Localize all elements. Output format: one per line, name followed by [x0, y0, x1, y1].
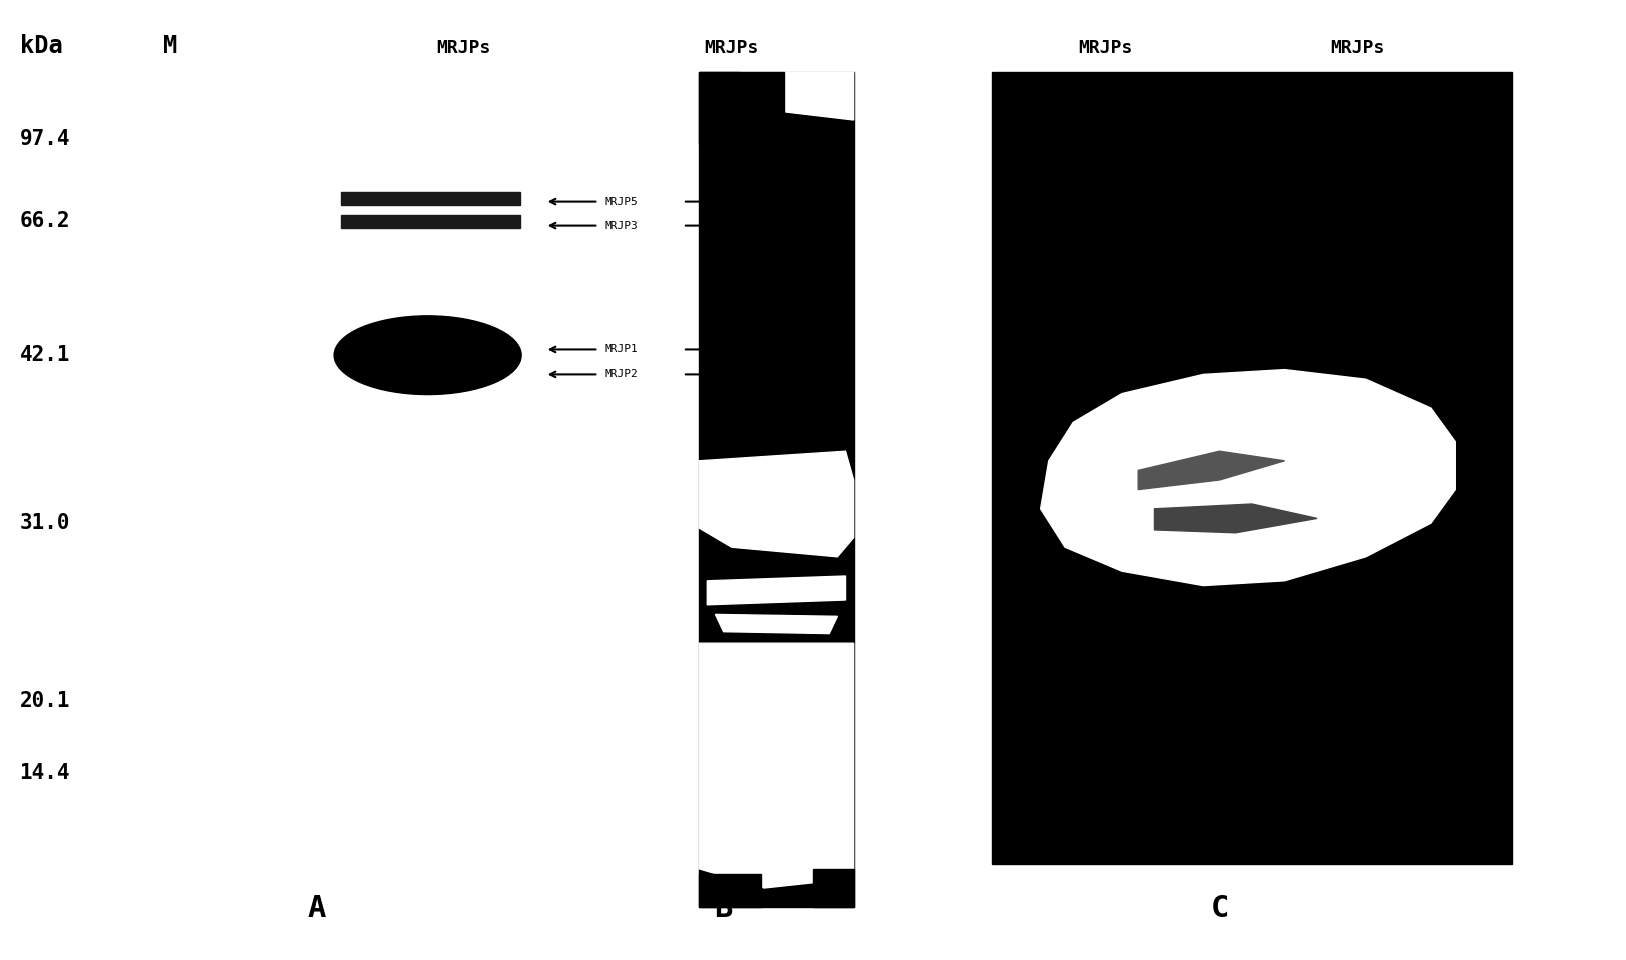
- Text: MRJP3: MRJP3: [605, 221, 639, 230]
- Text: 97.4: 97.4: [20, 130, 70, 149]
- Polygon shape: [699, 643, 854, 888]
- Text: MRJPs: MRJPs: [1078, 38, 1133, 57]
- Text: 31.0: 31.0: [20, 514, 70, 533]
- Text: kDa: kDa: [20, 34, 62, 58]
- Text: MRJP1: MRJP1: [605, 345, 639, 354]
- Polygon shape: [707, 576, 846, 605]
- FancyBboxPatch shape: [813, 869, 854, 907]
- Text: MRJP1: MRJP1: [1000, 274, 1034, 283]
- Text: 20.1: 20.1: [20, 691, 70, 710]
- Text: 14.4: 14.4: [20, 763, 70, 782]
- Ellipse shape: [335, 316, 522, 395]
- Text: A: A: [307, 894, 327, 923]
- Text: 66.2: 66.2: [20, 211, 70, 230]
- Text: MRJP3: MRJP3: [1000, 245, 1034, 254]
- FancyBboxPatch shape: [341, 192, 520, 205]
- Text: MRJP2: MRJP2: [605, 370, 639, 379]
- Text: B: B: [714, 894, 733, 923]
- Polygon shape: [1138, 451, 1285, 490]
- Text: MRJPs: MRJPs: [704, 38, 759, 57]
- Polygon shape: [715, 614, 837, 634]
- Text: MRJPs: MRJPs: [1330, 38, 1385, 57]
- FancyBboxPatch shape: [699, 72, 784, 144]
- Polygon shape: [740, 72, 854, 120]
- Polygon shape: [1154, 504, 1317, 533]
- Polygon shape: [1041, 370, 1455, 586]
- Polygon shape: [699, 451, 854, 557]
- Text: MRJPs: MRJPs: [436, 38, 491, 57]
- FancyBboxPatch shape: [341, 215, 520, 228]
- FancyBboxPatch shape: [699, 72, 854, 907]
- Text: C: C: [1210, 894, 1229, 923]
- Text: M: M: [163, 34, 177, 58]
- Text: 42.1: 42.1: [20, 346, 70, 365]
- Text: MRJP5: MRJP5: [605, 197, 639, 206]
- Text: MRJP2: MRJP2: [1000, 302, 1034, 312]
- FancyBboxPatch shape: [699, 874, 761, 907]
- FancyBboxPatch shape: [992, 72, 1512, 864]
